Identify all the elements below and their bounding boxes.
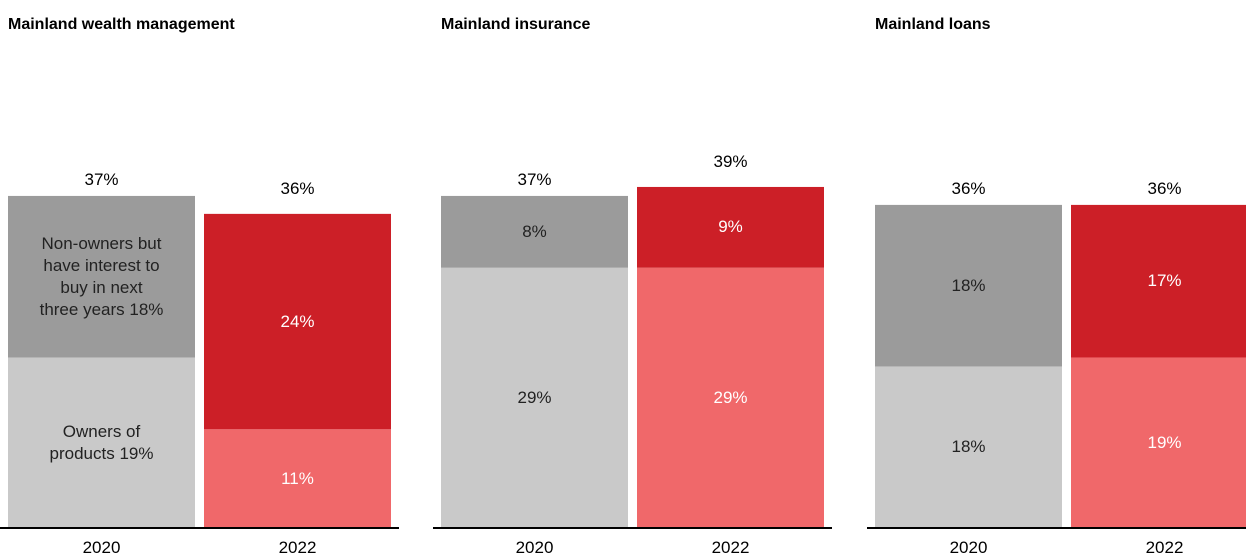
chart-title: Mainland loans	[875, 16, 991, 33]
bar-segment	[637, 186, 824, 268]
x-tick-label: 2022	[278, 538, 317, 555]
value-label: 8%	[522, 221, 547, 241]
value-label: 17%	[1147, 271, 1182, 291]
value-label: 24%	[280, 311, 315, 331]
x-tick-label: 2020	[949, 538, 988, 555]
value-label: 9%	[718, 217, 743, 237]
value-label: 29%	[517, 387, 552, 407]
bar-segment	[875, 204, 1062, 367]
chart-title: Mainland insurance	[441, 16, 591, 33]
value-label: 19%	[1147, 432, 1182, 452]
x-tick-label: 2020	[82, 538, 121, 555]
value-label: 11%	[281, 468, 314, 488]
bar-segment	[875, 366, 1062, 528]
total-label: 37%	[84, 169, 119, 189]
bar-segment	[1071, 357, 1246, 528]
bar-segment	[441, 267, 628, 528]
total-label: 36%	[280, 178, 315, 198]
bar-segment	[204, 429, 391, 528]
x-tick-label: 2020	[515, 538, 554, 555]
bar-segment	[1071, 204, 1246, 358]
total-label: 36%	[951, 178, 986, 198]
bar-segment	[441, 195, 628, 268]
bar-segment	[8, 195, 195, 358]
value-label: 18%	[951, 437, 986, 457]
total-label: 36%	[1147, 178, 1182, 198]
x-tick-label: 2022	[1145, 538, 1184, 555]
value-label: Non-owners but have interest to buy in n…	[39, 233, 164, 319]
bar-segment	[637, 267, 824, 528]
total-label: 37%	[517, 169, 552, 189]
bar-segment	[8, 357, 195, 528]
x-tick-label: 2022	[711, 538, 750, 555]
value-label: 18%	[951, 275, 986, 295]
chart-title: Mainland wealth management	[8, 16, 235, 33]
bar-segment	[204, 213, 391, 430]
total-label: 39%	[713, 151, 748, 171]
value-label: Owners of products 19%	[49, 421, 154, 463]
value-label: 29%	[713, 387, 748, 407]
